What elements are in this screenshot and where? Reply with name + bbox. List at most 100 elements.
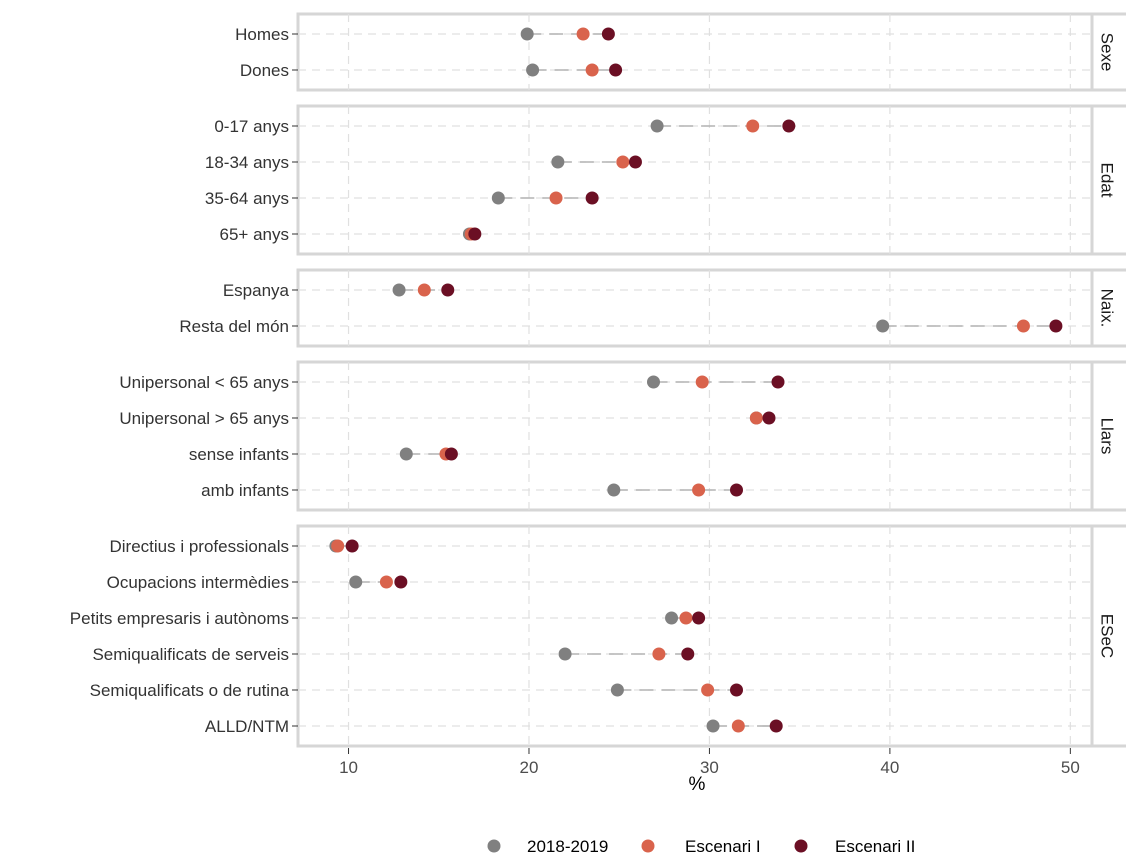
point-escenari-i [692, 483, 706, 497]
y-tick-label: Dones [240, 61, 289, 80]
point-2018-2019 [650, 119, 664, 133]
panel-frame [296, 524, 1094, 748]
panel-4: ESeC Directius i professionals Ocupacions … [70, 524, 1126, 748]
y-tick-label: Semiqualificats o de rutina [90, 681, 290, 700]
y-tick-label: 0-17 anys [214, 117, 289, 136]
legend: 2018-2019 Escenari I Escenari II [487, 837, 915, 856]
y-tick-label: Unipersonal < 65 anys [119, 373, 289, 392]
point-escenari-i [379, 575, 393, 589]
x-tick-label: 50 [1061, 758, 1080, 777]
point-escenari-i [746, 119, 760, 133]
y-tick-label: ALLD/NTM [205, 717, 289, 736]
point-escenari-ii [730, 483, 744, 497]
point-escenari-ii [468, 227, 482, 241]
point-escenari-i [331, 539, 345, 553]
y-tick-label: 65+ anys [220, 225, 289, 244]
point-escenari-ii [769, 719, 783, 733]
point-2018-2019 [607, 483, 621, 497]
point-escenari-i [679, 611, 693, 625]
y-tick-label: Directius i professionals [109, 537, 289, 556]
panel-frame [296, 104, 1094, 256]
point-escenari-ii [1049, 319, 1063, 333]
strip-label: Naix. [1098, 289, 1117, 328]
y-tick-label: Ocupacions intermèdies [107, 573, 289, 592]
legend-marker [487, 839, 501, 853]
point-escenari-ii [692, 611, 706, 625]
point-escenari-i [695, 375, 709, 389]
point-2018-2019 [520, 27, 534, 41]
point-escenari-ii [730, 683, 744, 697]
y-tick-label: amb infants [201, 481, 289, 500]
point-2018-2019 [392, 283, 406, 297]
point-2018-2019 [399, 447, 413, 461]
point-escenari-ii [585, 191, 599, 205]
legend-label: Escenari II [835, 837, 915, 856]
panel-frame [296, 268, 1094, 348]
point-escenari-ii [345, 539, 359, 553]
point-escenari-ii [444, 447, 458, 461]
point-escenari-i [652, 647, 666, 661]
legend-label: Escenari I [685, 837, 761, 856]
x-tick-label: 20 [520, 758, 539, 777]
point-escenari-i [616, 155, 630, 169]
panel-strip [1090, 268, 1126, 348]
point-2018-2019 [551, 155, 565, 169]
y-tick-label: 35-64 anys [205, 189, 289, 208]
point-escenari-i [576, 27, 590, 41]
y-tick-label: Espanya [223, 281, 290, 300]
point-escenari-i [549, 191, 563, 205]
point-2018-2019 [876, 319, 890, 333]
point-escenari-ii [782, 119, 796, 133]
y-tick-label: 18-34 anys [205, 153, 289, 172]
point-escenari-ii [681, 647, 695, 661]
strip-label: Edat [1098, 163, 1117, 198]
strip-label: Llars [1098, 418, 1117, 455]
strip-label: Sexe [1098, 33, 1117, 72]
point-2018-2019 [349, 575, 363, 589]
point-escenari-i [731, 719, 745, 733]
x-tick-label: 30 [700, 758, 719, 777]
point-escenari-i [417, 283, 431, 297]
x-tick-label: 40 [880, 758, 899, 777]
point-2018-2019 [610, 683, 624, 697]
point-escenari-ii [601, 27, 615, 41]
y-tick-label: Semiqualificats de serveis [92, 645, 289, 664]
x-tick-label: 10 [339, 758, 358, 777]
panel-strip [1090, 104, 1126, 256]
point-2018-2019 [706, 719, 720, 733]
panel-1: Edat 0-17 anys 18-34 anys 35-64 anys 65+ any… [205, 104, 1126, 256]
point-escenari-ii [441, 283, 455, 297]
point-2018-2019 [526, 63, 540, 77]
point-2018-2019 [646, 375, 660, 389]
point-escenari-ii [609, 63, 623, 77]
legend-marker [794, 839, 808, 853]
y-tick-label: Unipersonal > 65 anys [119, 409, 289, 428]
point-escenari-ii [628, 155, 642, 169]
panel-3: Llars Unipersonal < 65 anys Unipersonal > … [119, 360, 1126, 512]
point-escenari-i [585, 63, 599, 77]
panel-frame [296, 12, 1094, 92]
panel-strip [1090, 360, 1126, 512]
point-escenari-ii [394, 575, 408, 589]
panel-0: Sexe Homes Dones [235, 12, 1126, 92]
point-2018-2019 [491, 191, 505, 205]
legend-marker [641, 839, 655, 853]
point-escenari-i [701, 683, 715, 697]
point-escenari-i [749, 411, 763, 425]
panels-layer: Sexe Homes Dones Edat 0-17 anys 18-34 anys 35-… [70, 12, 1126, 748]
y-tick-label: sense infants [189, 445, 289, 464]
y-tick-label: Homes [235, 25, 289, 44]
point-2018-2019 [665, 611, 679, 625]
legend-label: 2018-2019 [527, 837, 608, 856]
x-axis: 10 20 30 40 50 [339, 748, 1080, 777]
panel-strip [1090, 12, 1126, 92]
x-axis-title: % [689, 774, 706, 795]
point-escenari-i [1016, 319, 1030, 333]
y-tick-label: Petits empresaris i autònoms [70, 609, 289, 628]
panel-strip [1090, 524, 1126, 748]
strip-label: ESeC [1098, 614, 1117, 658]
point-2018-2019 [558, 647, 572, 661]
y-tick-label: Resta del món [179, 317, 289, 336]
panel-2: Naix. Espanya Resta del món [179, 268, 1126, 348]
